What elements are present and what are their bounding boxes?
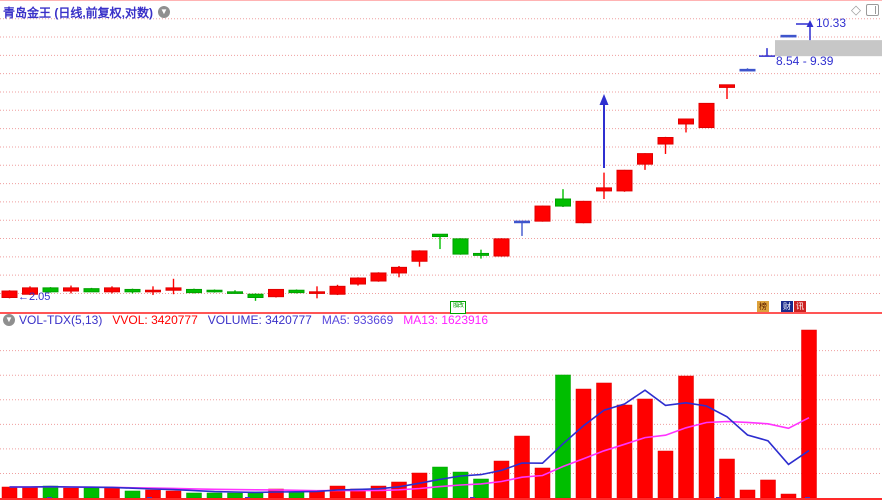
event-badge[interactable]: 股改 [450, 301, 466, 314]
panel-separator[interactable] [0, 312, 882, 314]
ma13-label: MA13: 1623916 [403, 313, 489, 327]
rank-badge[interactable]: 榜 [757, 301, 769, 312]
panel-toggle-icon[interactable] [866, 4, 879, 16]
vvol-label: VVOL: 3420777 [112, 313, 198, 327]
volume-indicator-header: ▼ VOL-TDX(5,13) VVOL: 3420777 VOLUME: 34… [0, 313, 882, 327]
news-badge-cai[interactable]: 财 [781, 301, 793, 312]
chart-title-bar: 青岛金王 (日线,前复权,对数) ▼ [3, 4, 170, 20]
indicator-name[interactable]: VOL-TDX(5,13) [19, 313, 103, 327]
volume-label: VOLUME: 3420777 [207, 313, 312, 327]
price-range-annotation: 8.54 - 9.39 [776, 54, 834, 68]
x-axis-line [0, 498, 882, 500]
chevron-down-icon[interactable]: ▼ [158, 6, 170, 18]
top-right-tools: ◇ [851, 3, 879, 17]
chevron-down-icon[interactable]: ▼ [3, 314, 15, 326]
chart-title: 青岛金王 (日线,前复权,对数) [3, 5, 153, 20]
diamond-icon[interactable]: ◇ [851, 2, 861, 17]
news-badge-xun[interactable]: 讯 [794, 301, 806, 312]
candlestick-chart[interactable] [0, 1, 882, 313]
price-low-annotation: ←2.05 [18, 291, 51, 303]
ma5-label: MA5: 933669 [321, 313, 394, 327]
price-high-annotation: 10.33 [816, 16, 847, 30]
volume-chart[interactable] [0, 326, 882, 498]
